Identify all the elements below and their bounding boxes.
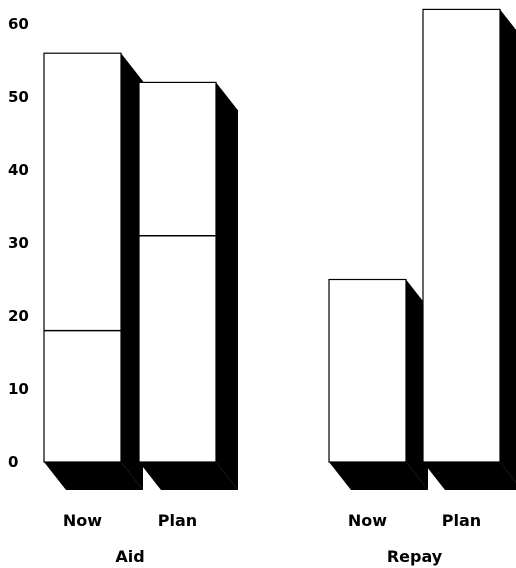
bar-face <box>43 52 122 463</box>
y-tick-label: 0 <box>8 453 18 471</box>
group-label: Aid <box>115 547 144 566</box>
bar-side-shadow <box>500 9 516 483</box>
bar-base-shadow <box>139 462 238 490</box>
y-tick-label: 10 <box>8 380 29 398</box>
y-axis-ticks: 0 10 20 30 40 50 60 <box>8 15 29 471</box>
y-tick-label: 40 <box>8 161 29 179</box>
bar-side-shadow <box>121 53 143 490</box>
bar-face <box>422 8 501 463</box>
category-label: Plan <box>442 511 481 530</box>
bar-base-shadow <box>44 462 143 490</box>
bar-base-shadow <box>423 462 516 490</box>
group-label: Repay <box>387 547 443 566</box>
category-label: Now <box>63 511 102 530</box>
bar-face <box>138 81 217 463</box>
category-label: Plan <box>158 511 197 530</box>
bar-repay-plan <box>422 8 516 490</box>
bar-base-shadow <box>329 462 428 490</box>
y-tick-label: 20 <box>8 307 29 325</box>
y-tick-label: 30 <box>8 234 29 252</box>
bar-aid-now <box>43 52 143 490</box>
bar-repay-now <box>328 278 428 490</box>
y-tick-label: 60 <box>8 15 29 33</box>
bar-face <box>328 278 407 463</box>
bars <box>43 8 516 491</box>
y-tick-label: 50 <box>8 88 29 106</box>
category-label: Now <box>348 511 387 530</box>
category-labels: Now Plan Aid Now Plan Repay <box>63 511 481 566</box>
bar-side-shadow <box>216 82 238 491</box>
bar-aid-plan <box>138 81 238 491</box>
